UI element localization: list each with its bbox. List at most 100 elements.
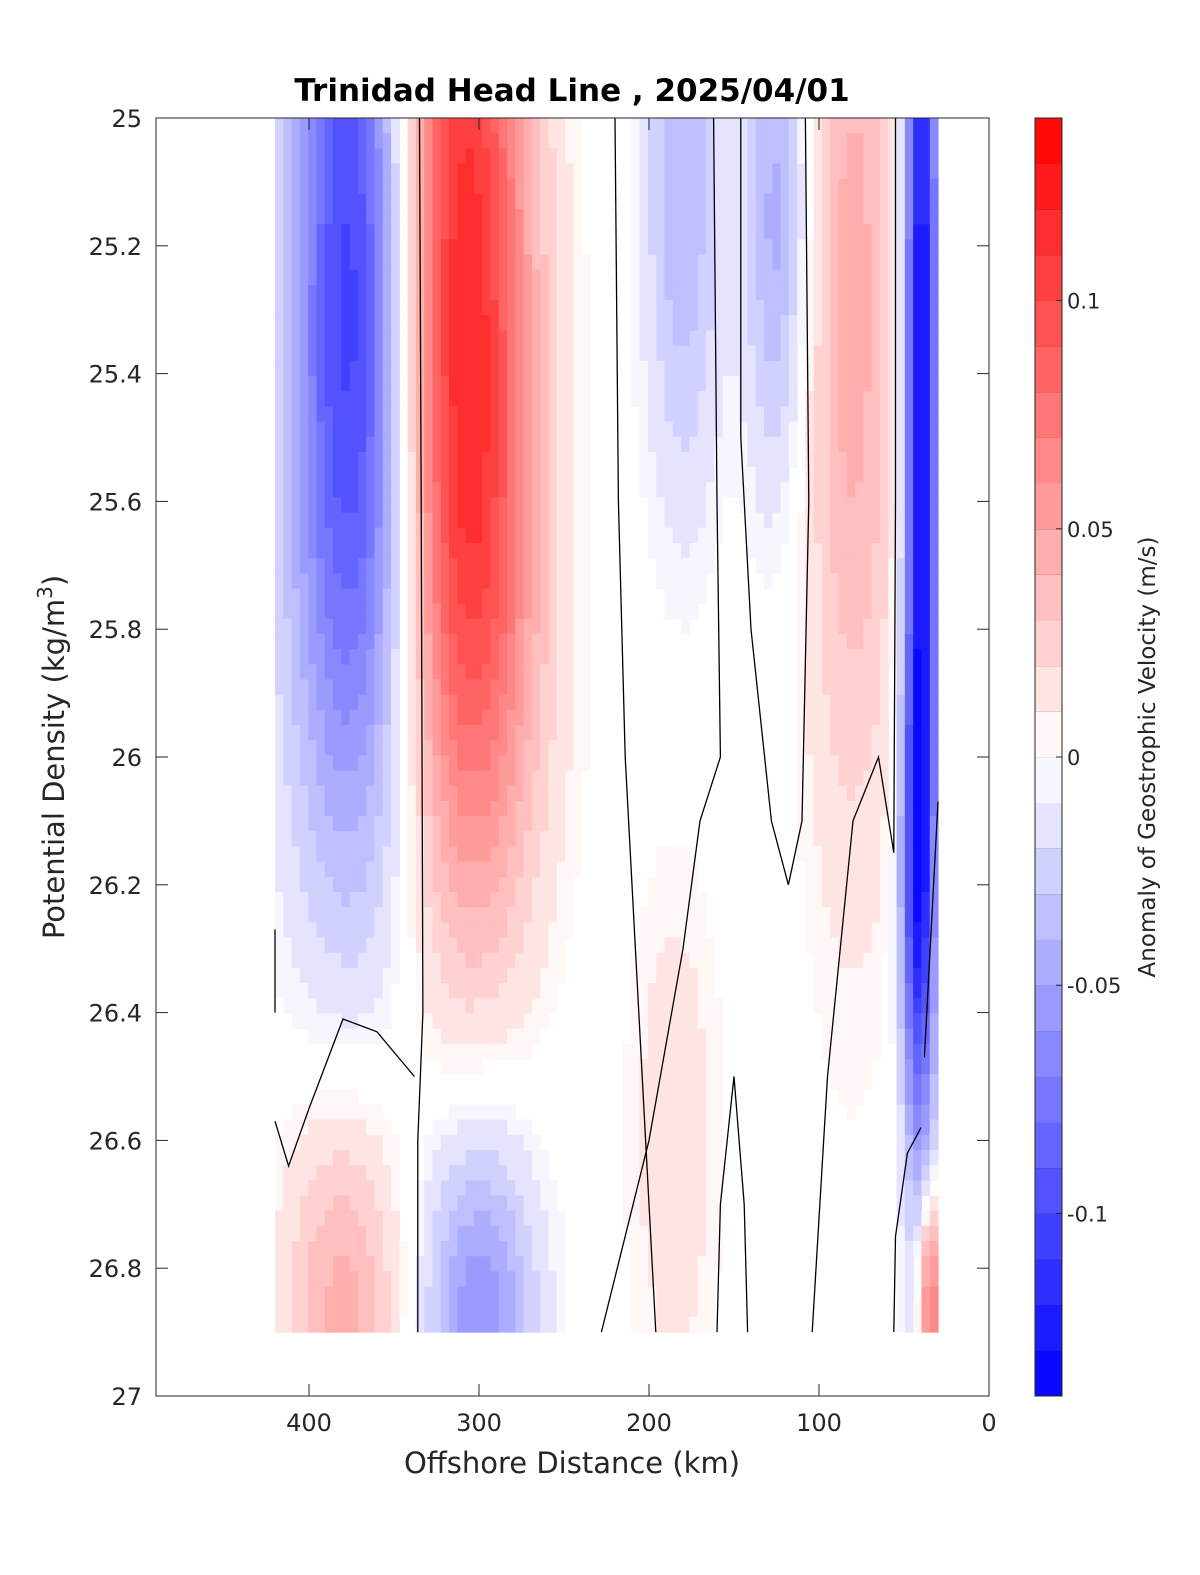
field-cell bbox=[747, 133, 757, 149]
field-cell bbox=[473, 178, 483, 195]
field-cell bbox=[747, 163, 757, 180]
field-cell bbox=[457, 436, 467, 453]
field-cell bbox=[863, 345, 873, 362]
field-cell bbox=[349, 163, 359, 180]
field-cell bbox=[391, 133, 400, 149]
field-cell bbox=[275, 1165, 284, 1181]
field-cell bbox=[904, 725, 914, 741]
field-cell bbox=[871, 967, 881, 984]
field-cell bbox=[531, 527, 541, 544]
field-cell bbox=[531, 330, 541, 347]
field-cell bbox=[705, 118, 715, 134]
field-cell bbox=[498, 861, 508, 878]
field-cell bbox=[324, 482, 334, 499]
field-cell bbox=[913, 694, 923, 711]
field-cell bbox=[498, 573, 508, 590]
field-cell bbox=[415, 740, 425, 757]
field-cell bbox=[407, 482, 417, 499]
field-cell bbox=[374, 1301, 384, 1318]
field-cell bbox=[904, 1149, 914, 1166]
field-cell bbox=[316, 1286, 326, 1303]
field-cell bbox=[498, 816, 508, 832]
field-cell bbox=[490, 421, 500, 438]
field-cell bbox=[573, 618, 583, 635]
field-cell bbox=[672, 998, 682, 1014]
field-cell bbox=[415, 588, 425, 605]
field-cell bbox=[664, 1241, 674, 1257]
field-cell bbox=[291, 876, 301, 893]
field-cell bbox=[275, 436, 284, 453]
field-cell bbox=[482, 725, 492, 741]
field-cell bbox=[316, 891, 326, 908]
field-cell bbox=[838, 467, 848, 483]
field-cell bbox=[482, 633, 492, 650]
field-cell bbox=[631, 209, 641, 225]
field-cell bbox=[664, 163, 674, 180]
field-cell bbox=[324, 269, 334, 286]
field-cell bbox=[681, 467, 690, 483]
field-cell bbox=[366, 633, 376, 650]
field-cell bbox=[449, 284, 458, 301]
field-cell bbox=[299, 816, 309, 832]
field-cell bbox=[904, 846, 914, 863]
field-cell bbox=[275, 1271, 284, 1288]
field-cell bbox=[424, 1180, 434, 1197]
field-cell bbox=[308, 1134, 318, 1151]
field-cell bbox=[407, 345, 417, 362]
field-cell bbox=[382, 1119, 392, 1136]
field-cell bbox=[473, 694, 483, 711]
field-cell bbox=[316, 633, 326, 650]
field-cell bbox=[407, 148, 417, 165]
field-cell bbox=[374, 846, 384, 863]
field-cell bbox=[316, 133, 326, 149]
field-cell bbox=[540, 967, 550, 984]
field-cell bbox=[349, 785, 359, 802]
field-cell bbox=[432, 1134, 442, 1151]
field-cell bbox=[490, 831, 500, 848]
field-cell bbox=[415, 542, 425, 559]
field-cell bbox=[440, 1058, 450, 1075]
field-cell bbox=[366, 118, 376, 134]
field-cell bbox=[805, 831, 815, 848]
field-cell bbox=[407, 224, 417, 241]
field-cell bbox=[705, 967, 715, 984]
field-cell bbox=[705, 937, 715, 954]
field-cell bbox=[821, 421, 831, 438]
field-cell bbox=[465, 1195, 475, 1212]
field-cell bbox=[921, 345, 931, 362]
field-cell bbox=[391, 679, 400, 696]
field-cell bbox=[548, 360, 558, 377]
field-cell bbox=[440, 1013, 450, 1030]
field-cell bbox=[507, 800, 516, 817]
field-cell bbox=[805, 603, 815, 620]
field-cell bbox=[424, 239, 434, 256]
field-cell bbox=[805, 770, 815, 787]
field-cell bbox=[374, 558, 384, 574]
field-cell bbox=[341, 907, 351, 923]
field-cell bbox=[507, 436, 516, 453]
field-cell bbox=[299, 330, 309, 347]
field-cell bbox=[465, 1180, 475, 1197]
field-cell bbox=[490, 1013, 500, 1030]
field-cell bbox=[896, 1119, 906, 1136]
field-cell bbox=[482, 755, 492, 772]
field-cell bbox=[440, 998, 450, 1014]
field-cell bbox=[888, 618, 898, 635]
field-cell bbox=[565, 360, 574, 377]
field-cell bbox=[465, 163, 475, 180]
field-cell bbox=[374, 740, 384, 757]
field-cell bbox=[523, 800, 533, 817]
field-cell bbox=[565, 148, 574, 165]
field-cell bbox=[838, 800, 848, 817]
field-cell bbox=[308, 467, 318, 483]
field-cell bbox=[349, 664, 359, 681]
field-cell bbox=[432, 846, 442, 863]
field-cell bbox=[415, 998, 425, 1014]
field-cell bbox=[449, 861, 458, 878]
field-cell bbox=[813, 861, 823, 878]
field-cell bbox=[647, 907, 657, 923]
field-cell bbox=[797, 527, 806, 544]
field-cell bbox=[647, 937, 657, 954]
field-cell bbox=[482, 664, 492, 681]
field-cell bbox=[490, 649, 500, 665]
